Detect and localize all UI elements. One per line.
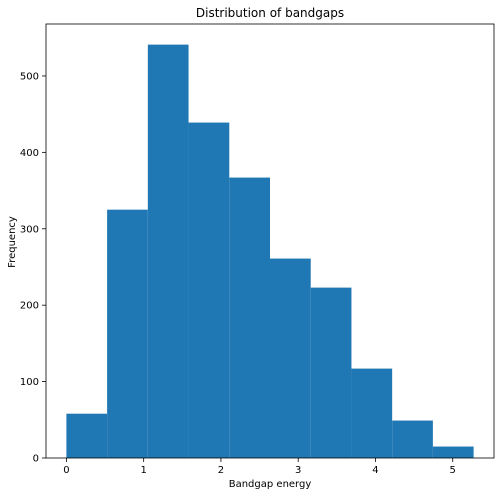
histogram-bar bbox=[310, 287, 352, 458]
histogram-bar bbox=[188, 122, 230, 459]
x-tick-label: 5 bbox=[450, 465, 456, 476]
y-tick-label: 0 bbox=[33, 454, 39, 465]
x-axis-label: Bandgap energy bbox=[229, 479, 312, 490]
y-tick-label: 200 bbox=[20, 301, 39, 312]
histogram-bar bbox=[229, 177, 270, 458]
x-tick-label: 3 bbox=[295, 465, 301, 476]
y-axis-ticks: 0 100 200 300 400 500 bbox=[20, 71, 46, 465]
bars-group bbox=[66, 44, 474, 459]
x-tick-label: 1 bbox=[140, 465, 146, 476]
y-tick-label: 500 bbox=[20, 71, 39, 82]
histogram-bar bbox=[270, 258, 311, 458]
x-tick-label: 2 bbox=[218, 465, 224, 476]
histogram-bar bbox=[392, 420, 433, 458]
y-tick-label: 400 bbox=[20, 148, 39, 159]
x-tick-label: 0 bbox=[63, 465, 69, 476]
y-tick-label: 100 bbox=[20, 377, 39, 388]
histogram-bar bbox=[66, 413, 108, 458]
x-axis-ticks: 0 1 2 3 4 5 bbox=[63, 458, 456, 476]
y-tick-label: 300 bbox=[20, 224, 39, 235]
histogram-bar bbox=[147, 44, 189, 459]
axes-frame bbox=[45, 23, 495, 459]
y-axis-label: Frequency bbox=[7, 216, 18, 268]
plot-frame bbox=[45, 23, 495, 459]
histogram-bar bbox=[351, 368, 393, 458]
histogram-bar bbox=[432, 446, 474, 458]
chart-title: Distribution of bandgaps bbox=[196, 6, 344, 20]
x-tick-label: 4 bbox=[372, 465, 378, 476]
histogram-bar bbox=[107, 209, 148, 458]
